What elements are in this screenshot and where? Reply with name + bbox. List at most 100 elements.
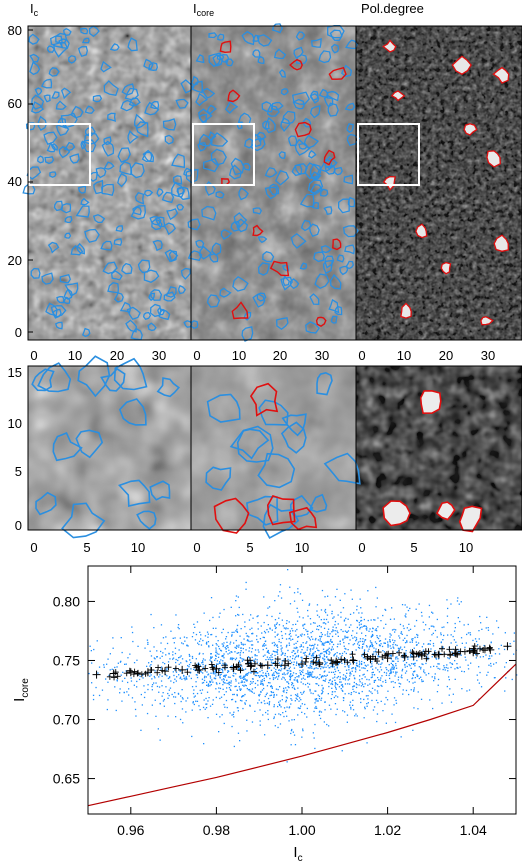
contour-blue (276, 317, 289, 331)
scatter-point (233, 745, 235, 748)
scatter-point (278, 669, 280, 671)
scatter-point (259, 675, 261, 677)
scatter-point (229, 712, 231, 714)
scatter-point (250, 672, 252, 674)
top-x-tick-20-b: 20 (273, 348, 287, 363)
scatter-point (316, 661, 318, 663)
scatter-point (294, 700, 296, 702)
scatter-point (301, 599, 304, 601)
scatter-point (417, 708, 419, 710)
scatter-point (479, 647, 482, 649)
scatter-point (212, 699, 214, 701)
scatter-point (259, 693, 261, 696)
pol-patch (400, 302, 412, 319)
zoom-contour-blue (236, 425, 274, 463)
scatter-point (428, 643, 430, 645)
scatter-point (196, 692, 199, 695)
scatter-point (300, 661, 302, 663)
scatter-point (197, 642, 199, 644)
scatter-point (401, 677, 403, 679)
scatter-point (274, 643, 276, 645)
contour-blue (70, 105, 84, 119)
scatter-point (428, 672, 430, 675)
scatter-point (441, 626, 443, 629)
binned-mean-marker (396, 649, 403, 656)
scatter-point (274, 654, 276, 657)
scatter-point (389, 639, 391, 641)
scatter-point (193, 623, 195, 625)
scatter-point (273, 716, 275, 718)
scatter-point (363, 641, 365, 643)
contour-blue (100, 60, 112, 73)
scatter-point (253, 692, 255, 694)
scatter-point (412, 638, 414, 640)
scatter-point (350, 708, 352, 710)
scatter-point (237, 613, 239, 616)
scatter-point (387, 670, 390, 672)
scatter-point (241, 658, 243, 660)
scatter-point (236, 630, 238, 632)
zoom-contour-blue (206, 393, 241, 423)
scatter-point (284, 633, 287, 635)
scatter-point (227, 645, 229, 647)
scatter-point (325, 623, 327, 625)
scatter-point (127, 681, 129, 684)
scatter-point (280, 597, 283, 599)
scatter-point (202, 663, 204, 666)
scatter-point (295, 642, 297, 644)
scatter-points (88, 569, 518, 763)
scatter-point (238, 614, 240, 616)
scatter-point (263, 700, 265, 702)
scatter-point (352, 699, 354, 701)
scatter-point (420, 666, 422, 669)
scatter-point (202, 639, 204, 642)
scatter-point (221, 679, 223, 681)
scatter-point (292, 685, 295, 687)
scatter-point (346, 631, 348, 633)
scatter-point (265, 659, 267, 661)
scatter-point (215, 713, 218, 715)
scatter-point (365, 695, 368, 697)
scatter-point (223, 608, 225, 611)
scatter-point (432, 707, 434, 710)
scatter-point (162, 637, 165, 639)
scatter-point (371, 676, 373, 678)
scatter-point (219, 669, 221, 672)
scatter-point (264, 734, 266, 736)
scatter-point (174, 637, 176, 639)
scatter-point (358, 621, 360, 624)
scatter-point (282, 712, 284, 714)
scatter-point (319, 655, 321, 657)
scatter-point (225, 648, 227, 650)
scatter-point (373, 681, 375, 683)
contour-blue (271, 23, 283, 34)
contour-blue (330, 315, 338, 324)
zoom-x-axis: 0 5 10 0 5 10 0 5 10 (30, 540, 473, 555)
scatter-point (323, 651, 325, 653)
scatter-point (289, 586, 291, 588)
scatter-point (436, 691, 439, 693)
scatter-point (298, 664, 300, 666)
scatter-point (98, 666, 101, 668)
scatter-point (341, 662, 343, 664)
contour-blue (303, 134, 320, 149)
contour-blue (309, 104, 321, 119)
scatter-point (142, 674, 144, 676)
scatter-point (456, 600, 459, 602)
scatter-point (395, 667, 398, 669)
scatter-point (351, 667, 353, 670)
scatter-point (215, 655, 217, 657)
zoom-contour-blue (77, 355, 111, 398)
scatter-point (372, 671, 374, 673)
scatter-point (422, 680, 424, 682)
scatter-point (472, 639, 474, 642)
scatter-point (153, 627, 155, 629)
scatter-point (119, 661, 122, 663)
scatter-point (238, 682, 240, 684)
contour-blue (152, 239, 163, 252)
contour-blue (324, 255, 335, 269)
scatter-point (483, 644, 485, 647)
zoom-contour-blue (35, 491, 57, 516)
scatter-point (179, 718, 182, 721)
scatter-point (232, 693, 234, 696)
